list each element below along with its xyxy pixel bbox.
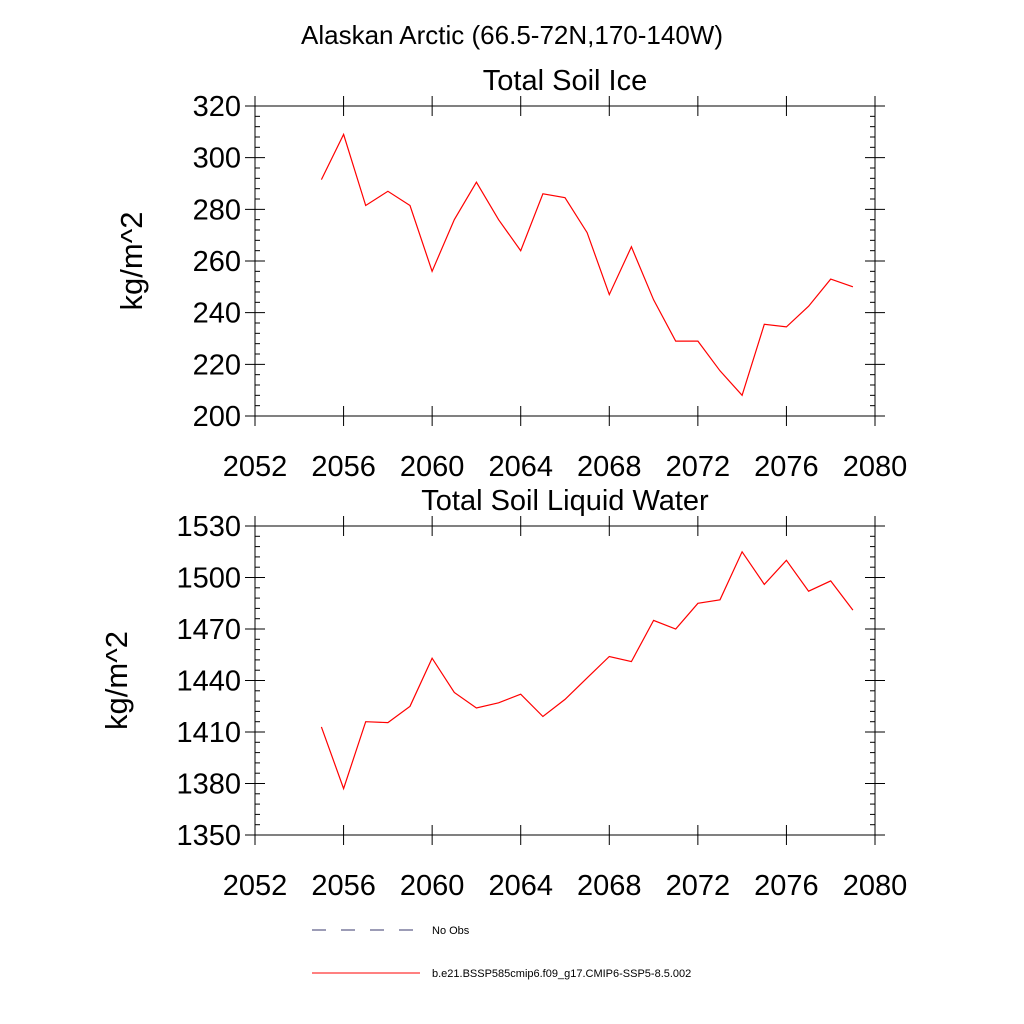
series-line-1 [320, 132, 854, 397]
chart-panel-1: Total Soil Ice 200 220 240 260 280 300 320 2052 2… [114, 65, 907, 483]
x-tick-label: 2060 [400, 451, 465, 483]
chart-panels: Total Soil Ice 200 220 240 260 280 300 320 2052 2… [99, 65, 907, 902]
x-tick-label: 2064 [488, 870, 553, 902]
chart-panel-2: Total Soil Liquid Water 1350 1380 1410 1440 1… [99, 485, 907, 902]
y-tick-label: 1440 [176, 666, 241, 698]
x-tick-label: 2064 [488, 451, 553, 483]
plot-frame [254, 525, 876, 836]
x-tick-label: 2052 [223, 870, 288, 902]
legend-label: b.e21.BSSP585cmip6.f09_g17.CMIP6-SSP5-8.… [432, 968, 691, 980]
x-tick-label: 2068 [577, 451, 642, 483]
series-line-1 [320, 550, 854, 791]
y-tick-label: 320 [193, 91, 241, 123]
x-tick-label: 2072 [666, 870, 731, 902]
x-tick-label: 2060 [400, 870, 465, 902]
y-tick-label: 1350 [176, 820, 241, 852]
y-tick-label: 1380 [176, 769, 241, 801]
y-tick-label: 1500 [176, 563, 241, 595]
y-tick-label: 1410 [176, 717, 241, 749]
y-tick-label: 240 [193, 298, 241, 330]
x-tick-label: 2076 [754, 870, 819, 902]
y-tick-label: 220 [193, 349, 241, 381]
x-tick-label: 2056 [311, 451, 376, 483]
figure-suptitle: Alaskan Arctic (66.5-72N,170-140W) [301, 20, 723, 50]
y-tick-label: 1470 [176, 614, 241, 646]
y-tick-label: 280 [193, 194, 241, 226]
chart-title: Total Soil Ice [483, 65, 647, 97]
y-axis-label: kg/m^2 [114, 212, 149, 311]
x-tick-label: 2056 [311, 870, 376, 902]
y-tick-label: 260 [193, 246, 241, 278]
legend-item-1: No Obs [312, 925, 470, 937]
x-tick-label: 2080 [843, 870, 908, 902]
legend: No Obs b.e21.BSSP585cmip6.f09_g17.CMIP6-S… [312, 925, 691, 980]
x-tick-label: 2068 [577, 870, 642, 902]
legend-label: No Obs [432, 925, 470, 937]
x-tick-label: 2080 [843, 451, 908, 483]
y-tick-label: 200 [193, 401, 241, 433]
chart-title: Total Soil Liquid Water [421, 485, 709, 517]
y-tick-label: 300 [193, 143, 241, 175]
x-tick-label: 2072 [666, 451, 731, 483]
x-tick-label: 2076 [754, 451, 819, 483]
x-tick-label: 2052 [223, 451, 288, 483]
legend-item-2: b.e21.BSSP585cmip6.f09_g17.CMIP6-SSP5-8.… [312, 968, 691, 980]
plot-frame [254, 105, 876, 417]
y-axis-label: kg/m^2 [99, 631, 134, 730]
y-tick-label: 1530 [176, 511, 241, 543]
